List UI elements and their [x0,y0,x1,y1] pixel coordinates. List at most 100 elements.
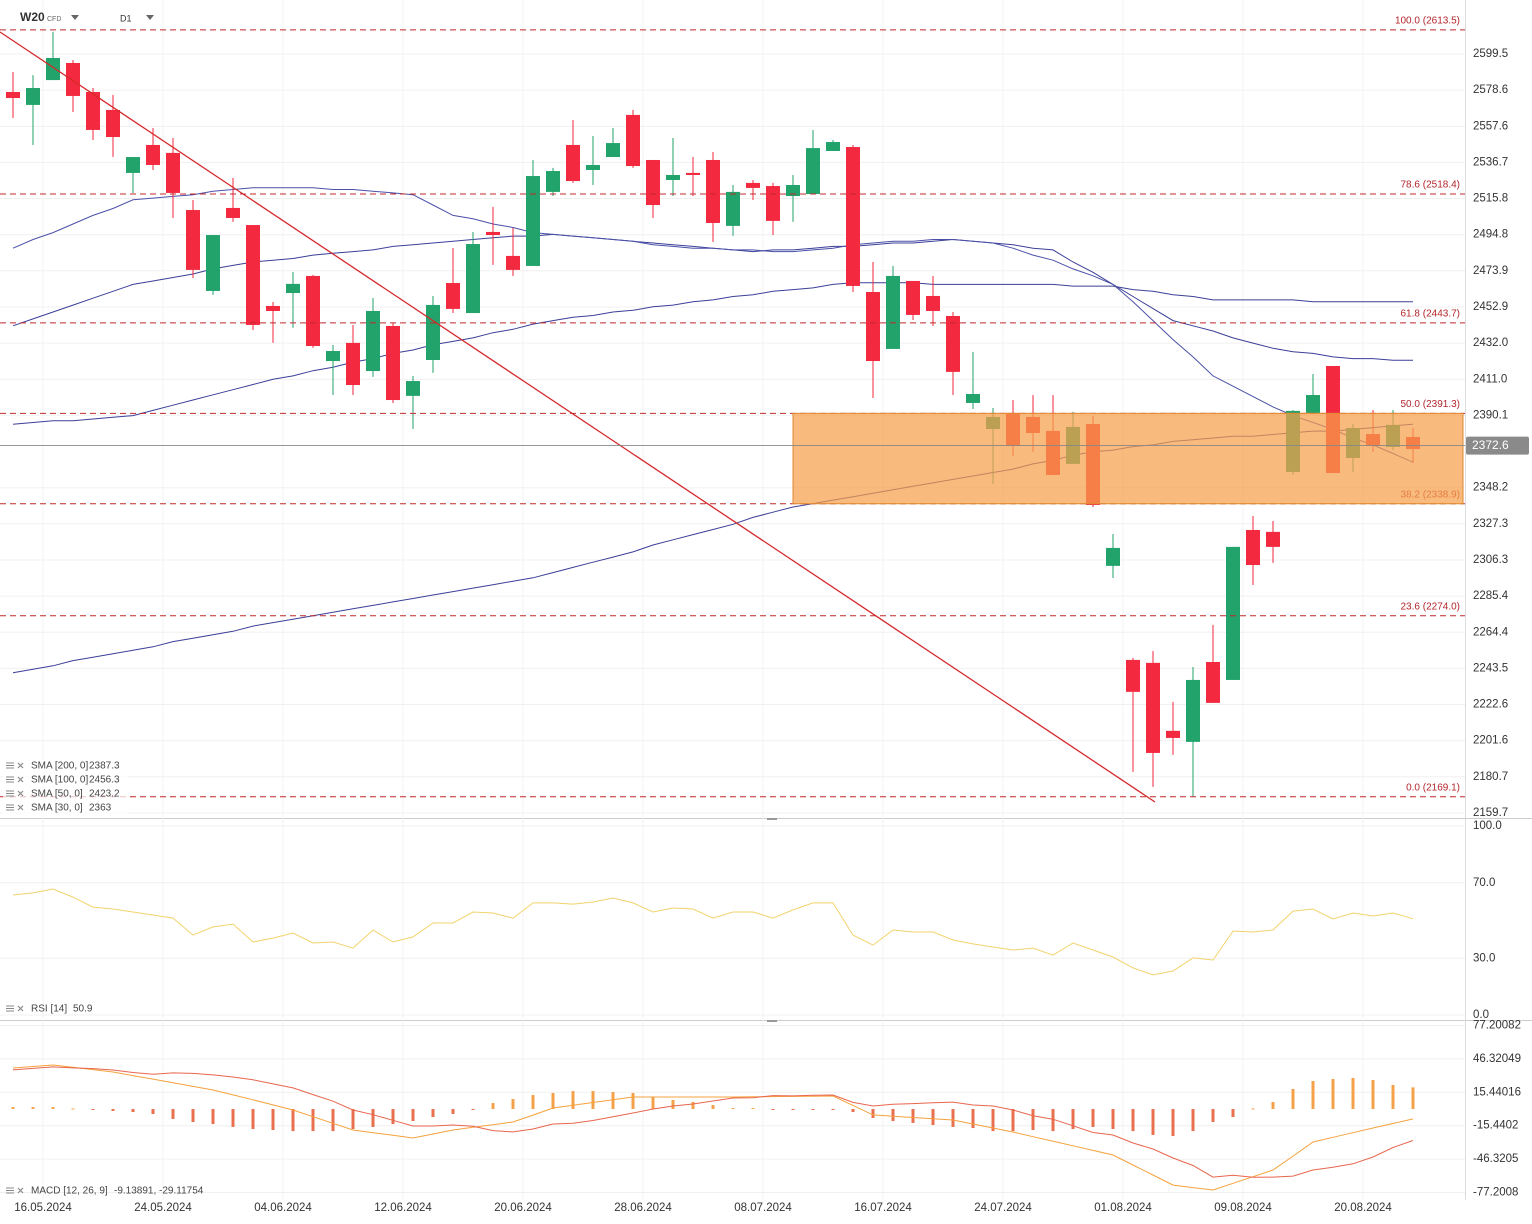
macd-histogram-bar [1411,1087,1415,1109]
macd-histogram-bar [1071,1108,1075,1130]
x-tick-label: 08.07.2024 [734,1202,792,1214]
x-tick-label: 12.06.2024 [374,1202,432,1214]
y-tick-label: 30.0 [1473,952,1495,964]
candle-body [486,231,500,236]
timeframe-dropdown[interactable] [146,15,154,20]
macd-histogram-bar [1091,1108,1095,1127]
symbol: W20 [20,10,45,24]
candle-body [366,310,380,372]
candle-body [26,88,40,105]
candle-body [1166,730,1180,738]
macd-histogram-bar [271,1108,275,1130]
y-tick-label: 2306.3 [1473,554,1508,566]
macd-histogram-bar [631,1092,635,1109]
candle-body [946,315,960,372]
macd-histogram-bar [451,1108,455,1114]
candle-body [666,174,680,180]
legend-close-icon [17,804,24,811]
macd-histogram-bar [251,1108,255,1130]
macd-histogram-bar [511,1099,515,1109]
candle-body [606,143,620,158]
x-tick-label: 16.05.2024 [14,1202,72,1214]
macd-histogram-bar [531,1095,535,1109]
y-tick-label: 2494.8 [1473,229,1508,241]
candle-body [506,255,520,270]
x-tick-label: 09.08.2024 [1214,1202,1272,1214]
candle-body [326,351,340,362]
candle-body [726,191,740,226]
y-tick-label: 2599.5 [1473,48,1508,60]
candle-body [866,291,880,362]
legend-bg [3,774,128,787]
candle-body [186,210,200,270]
candle-body [1126,659,1140,692]
x-tick-label: 28.06.2024 [614,1202,672,1214]
macd-histogram-bar [951,1108,955,1127]
y-tick-label: 2201.6 [1473,735,1508,747]
y-tick-label: 2327.3 [1473,518,1508,530]
x-tick-label: 24.05.2024 [134,1202,192,1214]
candle-body [706,159,720,223]
x-tick-label: 01.08.2024 [1094,1202,1152,1214]
y-tick-label: 2578.6 [1473,84,1508,96]
legend-name: SMA [50, 0] [31,789,83,800]
legend-name: SMA [100, 0] [31,775,88,786]
y-tick-label: 2432.0 [1473,337,1508,349]
candle-body [266,305,280,311]
candle-body [226,207,240,218]
candle-body [1206,661,1220,703]
macd-histogram-bar [651,1096,655,1109]
candle-body [106,109,120,138]
candle-body [1146,662,1160,753]
candle-body [426,304,440,360]
macd-histogram-bar [611,1092,615,1109]
legend-value: 2456.3 [89,775,120,786]
y-tick-label: 15.44016 [1473,1086,1521,1098]
candle-body [1226,546,1240,680]
symbol-dropdown[interactable] [71,15,79,20]
macd-histogram-bar [1251,1108,1255,1110]
legend-close-icon [17,790,24,797]
macd-histogram-bar [831,1108,835,1110]
y-tick-label: 2222.6 [1473,698,1508,710]
macd-histogram-bar [1231,1108,1235,1118]
macd-histogram-bar [31,1107,35,1109]
macd-histogram-bar [1391,1084,1395,1109]
legend-bg [3,760,128,773]
candle-body [886,275,900,349]
candle-body [1266,531,1280,547]
macd-histogram-bar [211,1108,215,1125]
candle-body [126,157,140,173]
y-tick-label: 2536.7 [1473,156,1508,168]
y-tick-label: 2180.7 [1473,771,1508,783]
fib-label: 0.0 (2169.1) [1406,782,1460,793]
legend-bg [3,802,128,815]
candle-body [966,393,980,403]
current-price-box [1466,436,1529,455]
macd-histogram-bar [571,1091,575,1109]
candle-body [146,144,160,165]
macd-histogram-bar [231,1108,235,1127]
macd-histogram-bar [171,1108,175,1119]
macd-histogram-bar [371,1108,375,1127]
legend-value: -9.13891, -29.11754 [114,1186,204,1197]
macd-histogram-bar [311,1108,315,1132]
candle-body [766,186,780,221]
macd-histogram-bar [991,1108,995,1132]
candle-body [626,114,640,167]
y-tick-label: 2473.9 [1473,265,1508,277]
y-tick-label: 70.0 [1473,877,1495,889]
macd-histogram-bar [191,1108,195,1122]
candle-body [746,182,760,188]
x-tick-label: 16.07.2024 [854,1202,912,1214]
x-tick-label: 04.06.2024 [254,1202,312,1214]
y-tick-label: 2411.0 [1473,373,1507,385]
fib-label: 100.0 (2613.5) [1395,15,1460,26]
legend-name: SMA [200, 0] [31,761,88,772]
macd-histogram-bar [1291,1088,1295,1109]
candle-body [806,148,820,194]
macd-histogram-bar [731,1108,735,1110]
sma-line [12,187,1414,463]
y-tick-label: 2243.5 [1473,662,1508,674]
